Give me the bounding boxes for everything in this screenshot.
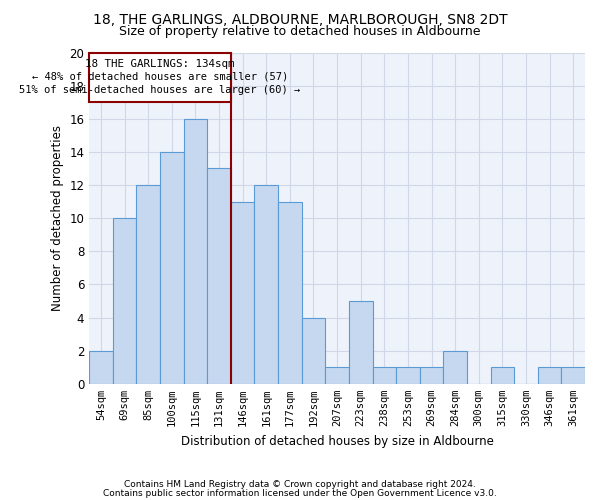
Bar [373,367,396,384]
Bar [420,367,443,384]
Text: 51% of semi-detached houses are larger (60) →: 51% of semi-detached houses are larger (… [19,85,301,95]
Bar [207,168,231,384]
Text: Contains public sector information licensed under the Open Government Licence v3: Contains public sector information licen… [103,490,497,498]
Text: 18, THE GARLINGS, ALDBOURNE, MARLBOROUGH, SN8 2DT: 18, THE GARLINGS, ALDBOURNE, MARLBOROUGH… [92,12,508,26]
Text: Size of property relative to detached houses in Aldbourne: Size of property relative to detached ho… [119,25,481,38]
Bar [160,152,184,384]
Text: ← 48% of detached houses are smaller (57): ← 48% of detached houses are smaller (57… [32,72,288,82]
Bar [396,367,420,384]
Bar [184,119,207,384]
Bar [538,367,562,384]
Bar [278,202,302,384]
Bar [443,350,467,384]
Y-axis label: Number of detached properties: Number of detached properties [51,125,64,311]
X-axis label: Distribution of detached houses by size in Aldbourne: Distribution of detached houses by size … [181,434,494,448]
Bar [136,185,160,384]
FancyBboxPatch shape [89,52,231,102]
Bar [562,367,585,384]
Text: 18 THE GARLINGS: 134sqm: 18 THE GARLINGS: 134sqm [85,59,235,69]
Bar [325,367,349,384]
Bar [89,350,113,384]
Bar [349,301,373,384]
Bar [113,218,136,384]
Text: Contains HM Land Registry data © Crown copyright and database right 2024.: Contains HM Land Registry data © Crown c… [124,480,476,489]
Bar [254,185,278,384]
Bar [491,367,514,384]
Bar [302,318,325,384]
Bar [231,202,254,384]
